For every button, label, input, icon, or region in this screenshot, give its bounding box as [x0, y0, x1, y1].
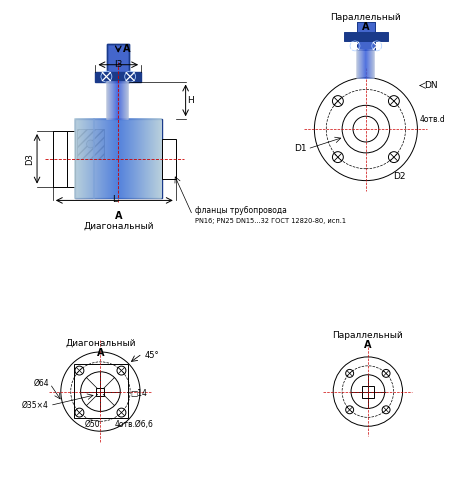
Bar — [96, 387, 104, 396]
Bar — [77, 129, 104, 159]
Text: Диагональный: Диагональный — [83, 222, 153, 231]
Text: DN: DN — [423, 81, 437, 90]
Text: Ø64: Ø64 — [33, 379, 49, 388]
Text: A: A — [364, 340, 371, 350]
Bar — [107, 44, 129, 81]
Text: 45°: 45° — [144, 351, 159, 360]
Text: Ø50: Ø50 — [84, 420, 100, 429]
Text: 4отв.d: 4отв.d — [419, 115, 444, 123]
Bar — [161, 139, 175, 179]
Text: H: H — [187, 96, 194, 105]
Bar — [361, 386, 373, 398]
Text: Параллельный: Параллельный — [332, 331, 402, 340]
Text: A: A — [123, 44, 130, 54]
Bar — [356, 22, 374, 50]
Text: D2: D2 — [393, 172, 405, 181]
Bar — [53, 131, 67, 186]
Bar — [74, 364, 128, 418]
Text: D3: D3 — [25, 153, 34, 165]
Text: 4отв.Ø6,6: 4отв.Ø6,6 — [114, 420, 153, 429]
Text: □14: □14 — [130, 389, 147, 398]
Text: L: L — [111, 196, 116, 204]
Text: A: A — [361, 22, 369, 32]
Text: D1: D1 — [293, 144, 306, 153]
Bar — [107, 44, 129, 81]
Bar — [343, 32, 387, 41]
Bar — [67, 131, 74, 186]
Bar — [74, 119, 161, 199]
Text: фланцы трубопровода: фланцы трубопровода — [194, 206, 286, 215]
Text: l3: l3 — [114, 60, 122, 69]
Text: Ø35×4: Ø35×4 — [22, 401, 49, 410]
Bar — [356, 22, 374, 50]
Circle shape — [87, 140, 94, 148]
Text: Диагональный: Диагональный — [65, 339, 135, 347]
Text: A: A — [114, 211, 122, 221]
Text: A: A — [97, 348, 104, 358]
Bar — [95, 72, 141, 81]
Text: Параллельный: Параллельный — [330, 13, 400, 21]
Text: PN16; PN25 DN15...32 ГОСТ 12820-80, исп.1: PN16; PN25 DN15...32 ГОСТ 12820-80, исп.… — [194, 218, 345, 224]
